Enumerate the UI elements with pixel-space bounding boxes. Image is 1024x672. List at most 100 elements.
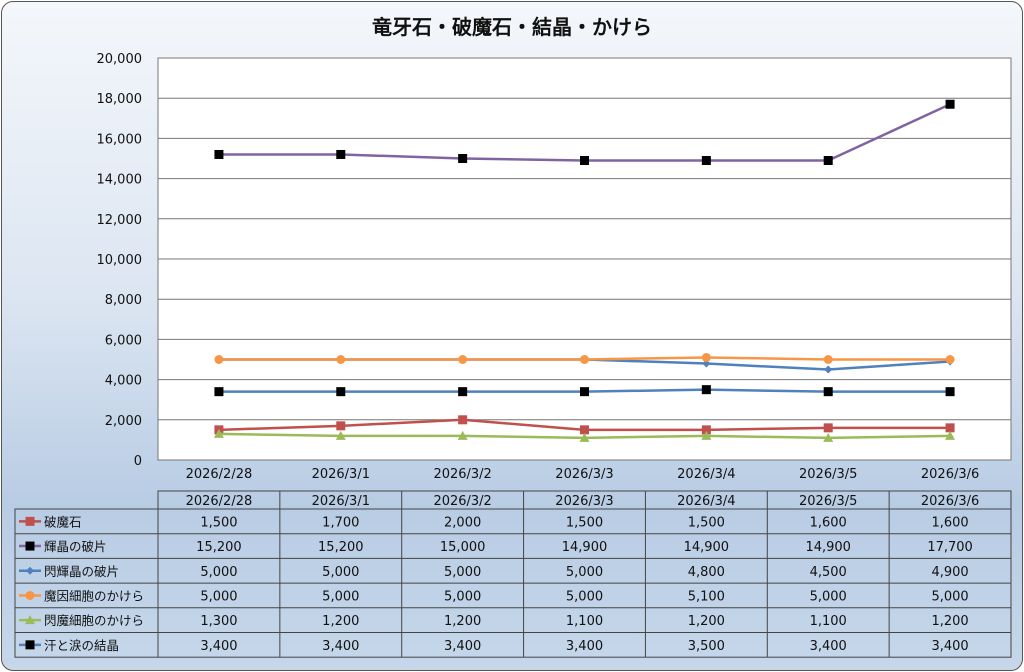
table-cell: 5,000 bbox=[200, 589, 237, 604]
legend-label: 汗と涙の結晶 bbox=[44, 638, 119, 653]
data-point-marker bbox=[336, 149, 346, 159]
legend-key bbox=[19, 516, 41, 526]
legend-label: 閃魔細胞のかけら bbox=[44, 613, 144, 628]
y-tick-label: 0 bbox=[134, 454, 142, 469]
data-point-marker bbox=[458, 154, 468, 163]
data-point-marker bbox=[945, 355, 955, 364]
table-cell: 1,700 bbox=[322, 515, 359, 530]
data-point-marker bbox=[701, 430, 712, 440]
x-tick-label: 2026/3/5 bbox=[799, 467, 857, 482]
series-汗と涙の結晶 bbox=[214, 385, 955, 397]
data-point-marker bbox=[25, 640, 35, 650]
legend-key bbox=[19, 590, 41, 600]
table-cell: 3,500 bbox=[688, 639, 725, 654]
x-tick-label: 2026/3/4 bbox=[677, 467, 735, 482]
table-cell: 5,000 bbox=[566, 565, 603, 580]
x-tick-label: 2026/3/2 bbox=[433, 467, 491, 482]
table-cell: 17,700 bbox=[927, 540, 973, 555]
table-cell: 5,000 bbox=[444, 565, 481, 580]
legend-label: 閃輝晶の破片 bbox=[44, 564, 119, 579]
data-point-marker bbox=[945, 430, 956, 440]
table-cell: 1,200 bbox=[688, 614, 725, 629]
table-cell: 1,500 bbox=[566, 515, 603, 530]
data-point-marker bbox=[458, 355, 468, 364]
data-point-marker bbox=[701, 425, 711, 435]
x-tick-label: 2026/3/3 bbox=[555, 467, 613, 482]
table-cell: 5,000 bbox=[931, 589, 968, 604]
data-point-marker bbox=[458, 387, 468, 397]
y-tick-label: 8,000 bbox=[105, 293, 142, 308]
table-cell: 3,400 bbox=[931, 639, 968, 654]
table-cell: 1,500 bbox=[688, 515, 725, 530]
table-cell: 5,000 bbox=[810, 589, 847, 604]
table-column-header: 2026/3/2 bbox=[433, 494, 491, 509]
table-cell: 1,300 bbox=[200, 614, 237, 629]
data-point-marker bbox=[457, 430, 468, 440]
data-point-marker bbox=[823, 423, 833, 433]
data-point-marker bbox=[580, 355, 589, 364]
data-point-marker bbox=[580, 425, 589, 435]
data-point-marker bbox=[945, 99, 955, 109]
table-cell: 5,000 bbox=[566, 589, 603, 604]
data-point-marker bbox=[214, 387, 224, 397]
data-point-marker bbox=[823, 156, 833, 166]
table-cell: 3,400 bbox=[444, 639, 481, 654]
table-cell: 1,600 bbox=[810, 515, 847, 530]
table-cell: 3,400 bbox=[200, 639, 237, 654]
x-tick-label: 2026/2/28 bbox=[186, 467, 253, 482]
data-point-marker bbox=[25, 590, 35, 600]
table-cell: 1,100 bbox=[810, 614, 847, 629]
legend-label: 破魔石 bbox=[44, 514, 82, 529]
table-cell: 15,200 bbox=[196, 540, 242, 555]
data-point-marker bbox=[823, 355, 833, 364]
table-cell: 1,200 bbox=[444, 614, 481, 629]
data-point-marker bbox=[336, 421, 346, 431]
table-cell: 4,800 bbox=[688, 565, 725, 580]
table-cell: 5,100 bbox=[688, 589, 725, 604]
y-tick-label: 14,000 bbox=[97, 173, 143, 188]
x-tick-label: 2026/3/1 bbox=[312, 467, 370, 482]
legend-key bbox=[19, 541, 41, 551]
table-cell: 5,000 bbox=[444, 589, 481, 604]
data-point-marker bbox=[823, 387, 833, 397]
table-cell: 15,200 bbox=[318, 540, 364, 555]
data-point-marker bbox=[25, 541, 35, 551]
data-point-marker bbox=[25, 615, 35, 625]
data-point-marker bbox=[25, 516, 35, 526]
table-cell: 1,500 bbox=[200, 515, 237, 530]
table-column-header: 2026/3/4 bbox=[677, 494, 735, 509]
series-輝晶の破片 bbox=[214, 99, 955, 166]
y-tick-label: 18,000 bbox=[97, 92, 143, 107]
table-cell: 4,500 bbox=[810, 565, 847, 580]
table-cell: 14,900 bbox=[684, 540, 730, 555]
data-point-marker bbox=[701, 385, 711, 395]
table-cell: 1,600 bbox=[931, 515, 968, 530]
data-point-marker bbox=[336, 355, 346, 364]
data-point-marker bbox=[26, 566, 34, 575]
table-column-header: 2026/3/5 bbox=[799, 494, 857, 509]
y-tick-label: 4,000 bbox=[105, 374, 142, 389]
data-point-marker bbox=[579, 432, 590, 442]
table-cell: 2,000 bbox=[444, 515, 481, 530]
data-point-marker bbox=[214, 149, 224, 159]
data-point-marker bbox=[335, 430, 346, 440]
table-column-header: 2026/2/28 bbox=[186, 494, 253, 509]
y-tick-label: 2,000 bbox=[105, 414, 142, 429]
y-tick-label: 12,000 bbox=[97, 213, 143, 228]
table-cell: 3,400 bbox=[322, 639, 359, 654]
data-point-marker bbox=[824, 365, 833, 374]
table-cell: 4,900 bbox=[931, 565, 968, 580]
table-column-header: 2026/3/1 bbox=[312, 494, 370, 509]
data-point-marker bbox=[336, 387, 346, 397]
data-point-marker bbox=[701, 156, 711, 166]
data-point-marker bbox=[823, 432, 834, 442]
x-tick-label: 2026/3/6 bbox=[921, 467, 979, 482]
table-cell: 5,000 bbox=[322, 565, 359, 580]
data-point-marker bbox=[580, 387, 589, 397]
legend-label: 輝晶の破片 bbox=[44, 539, 107, 554]
table-cell: 5,000 bbox=[200, 565, 237, 580]
y-tick-label: 16,000 bbox=[97, 132, 143, 147]
data-point-marker bbox=[458, 415, 468, 425]
table-column-header: 2026/3/6 bbox=[921, 494, 979, 509]
